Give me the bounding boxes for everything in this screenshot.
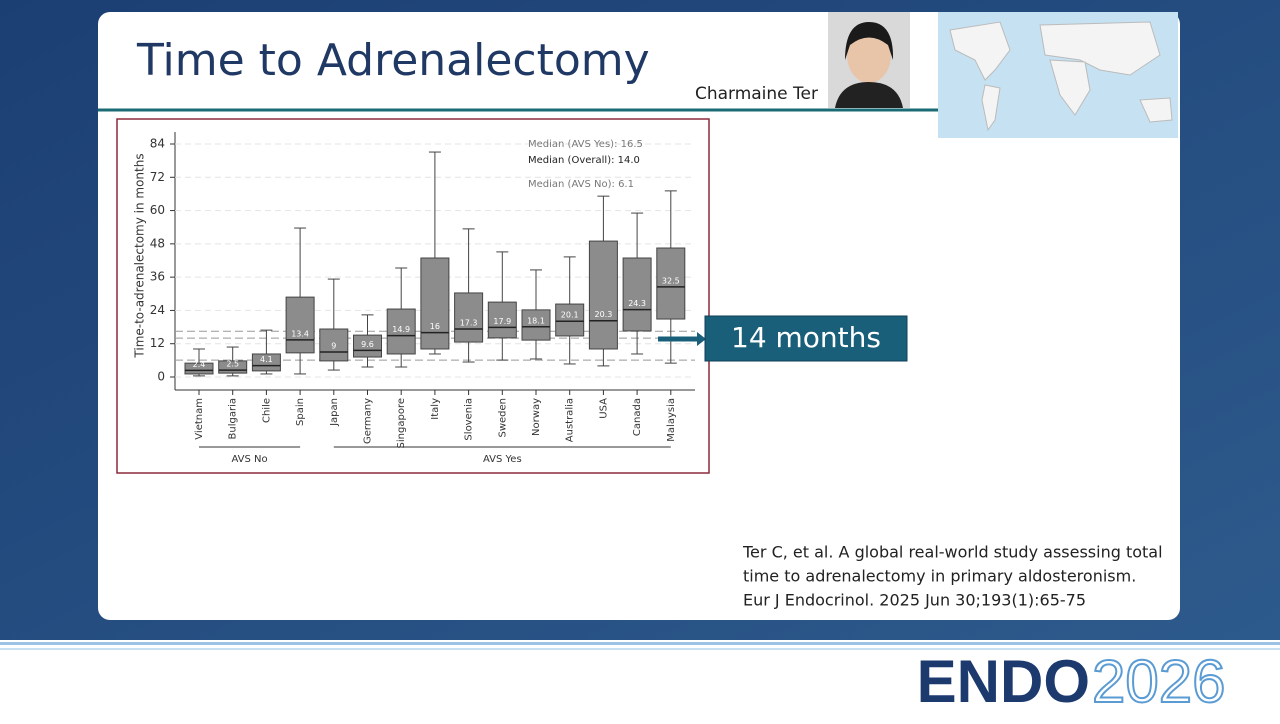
callout-arrowhead <box>697 332 706 346</box>
x-tick-label: Bulgaria <box>228 398 239 439</box>
box <box>251 353 281 372</box>
x-tick-label: Italy <box>430 398 441 420</box>
box <box>622 257 652 332</box>
box <box>319 328 349 362</box>
y-tick-label: 0 <box>157 370 165 384</box>
y-tick-label: 60 <box>150 203 165 217</box>
box <box>656 247 686 320</box>
median-label: 2.5 <box>226 360 239 369</box>
citation: time to adrenalectomy in primary aldoste… <box>743 567 1136 586</box>
x-tick-label: Sweden <box>497 398 508 438</box>
box <box>487 301 517 339</box>
box <box>386 308 416 355</box>
world-map <box>938 12 1178 138</box>
reference-label: Median (AVS No): 6.1 <box>528 179 634 190</box>
x-tick-label: Norway <box>531 398 542 436</box>
y-tick-label: 12 <box>150 336 165 350</box>
x-tick-label: Slovenia <box>464 398 475 441</box>
group-label: AVS Yes <box>483 454 522 465</box>
speaker-name: Charmaine Ter <box>695 84 818 104</box>
y-tick-label: 84 <box>150 137 165 151</box>
callout-text: 14 months <box>731 321 881 354</box>
chart-frame <box>116 118 710 474</box>
median-label: 9.6 <box>361 340 374 349</box>
median-label: 16 <box>430 322 440 331</box>
logo-right: 2026 <box>1092 648 1225 715</box>
median-label: 9 <box>331 342 336 351</box>
x-tick-label: Vietnam <box>194 398 205 440</box>
callout-box <box>704 315 908 362</box>
y-tick-label: 36 <box>150 270 165 284</box>
box <box>588 240 618 350</box>
y-axis-label: Time-to-adrenalectomy in months <box>133 153 147 358</box>
footer-line <box>0 642 1280 645</box>
box <box>353 334 382 358</box>
x-tick-label: Germany <box>363 398 374 444</box>
median-label: 32.5 <box>662 276 680 285</box>
citation: Ter C, et al. A global real-world study … <box>742 543 1163 562</box>
box <box>454 292 484 343</box>
reference-label: Median (AVS Yes): 16.5 <box>528 139 643 150</box>
median-label: 20.3 <box>594 310 612 319</box>
median-label: 18.1 <box>527 316 545 325</box>
logo-left: ENDO <box>917 648 1090 715</box>
group-label: AVS No <box>231 454 267 465</box>
x-tick-label: Japan <box>329 398 340 427</box>
x-tick-label: Canada <box>632 398 643 436</box>
median-label: 17.9 <box>493 317 511 326</box>
footer-line <box>0 648 1280 650</box>
median-label: 20.1 <box>561 311 579 320</box>
box <box>521 309 551 341</box>
median-label: 2.4 <box>193 360 206 369</box>
box <box>555 303 585 337</box>
x-tick-label: Spain <box>295 398 306 426</box>
slide-title: Time to Adrenalectomy <box>136 35 650 86</box>
median-label: 24.3 <box>628 299 646 308</box>
median-label: 14.9 <box>392 325 410 334</box>
y-tick-label: 24 <box>150 303 165 317</box>
x-tick-label: Malaysia <box>666 398 677 442</box>
median-label: 13.4 <box>291 329 309 338</box>
x-tick-label: Singapore <box>396 398 407 448</box>
median-label: 4.1 <box>260 355 273 364</box>
median-label: 17.3 <box>460 319 478 328</box>
citation: Eur J Endocrinol. 2025 Jun 30;193(1):65-… <box>743 591 1086 610</box>
reference-label: Median (Overall): 14.0 <box>528 155 640 166</box>
box <box>420 257 450 350</box>
speaker-photo <box>828 12 910 108</box>
box <box>184 362 214 375</box>
x-tick-label: Australia <box>565 398 576 442</box>
y-tick-label: 48 <box>150 236 165 250</box>
x-tick-label: USA <box>598 398 609 419</box>
footer <box>0 640 1280 720</box>
y-tick-label: 72 <box>150 170 165 184</box>
box <box>285 296 315 354</box>
x-tick-label: Chile <box>261 398 272 423</box>
